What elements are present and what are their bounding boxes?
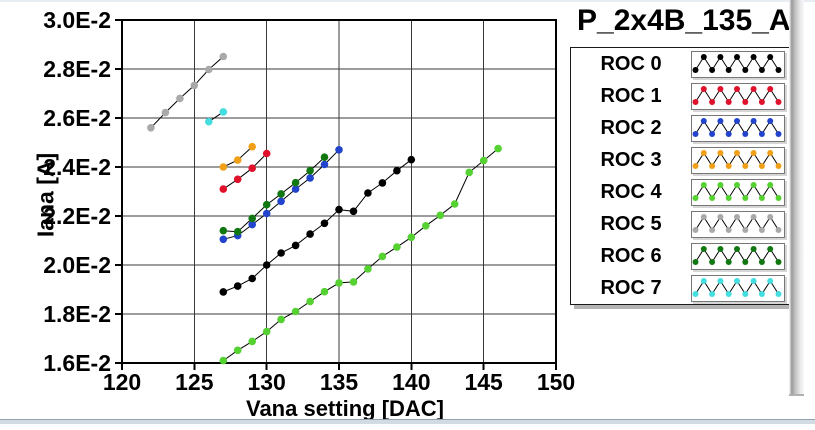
svg-text:135: 135 — [320, 369, 359, 395]
svg-text:2.2E-2: 2.2E-2 — [43, 203, 111, 229]
legend-swatch-icon — [691, 274, 785, 302]
bottom-bevel-strip — [0, 419, 815, 424]
legend-label: ROC 6 — [600, 244, 662, 267]
legend: ROC 0 ROC 1 ROC 2 ROC 3 ROC 4 ROC 5 ROC … — [570, 47, 799, 305]
legend-label: ROC 4 — [600, 180, 662, 203]
legend-entry: ROC 6 — [571, 240, 798, 272]
svg-text:140: 140 — [392, 369, 430, 395]
top-bevel-edge — [0, 0, 815, 2]
svg-text:1.8E-2: 1.8E-2 — [43, 301, 111, 327]
x-axis-title: Vana setting [DAC] — [245, 396, 445, 421]
svg-text:145: 145 — [464, 369, 503, 395]
legend-swatch-icon — [691, 210, 785, 238]
legend-swatch-icon — [691, 178, 785, 206]
svg-text:2.4E-2: 2.4E-2 — [43, 154, 111, 180]
legend-label: ROC 3 — [600, 148, 662, 171]
legend-swatch-icon — [691, 82, 785, 110]
legend-label: ROC 2 — [600, 116, 662, 139]
legend-swatch-icon — [691, 50, 785, 78]
legend-label: ROC 0 — [600, 52, 662, 75]
legend-swatch-icon — [691, 114, 785, 142]
legend-entry: ROC 1 — [571, 80, 798, 112]
legend-entry: ROC 7 — [571, 272, 798, 304]
legend-entry: ROC 2 — [571, 112, 798, 144]
legend-entry: ROC 3 — [571, 144, 798, 176]
svg-text:2.6E-2: 2.6E-2 — [43, 105, 111, 131]
legend-label: ROC 7 — [600, 276, 662, 299]
legend-entry: ROC 4 — [571, 176, 798, 208]
svg-text:1.6E-2: 1.6E-2 — [43, 350, 111, 376]
svg-text:150: 150 — [537, 369, 575, 395]
y-axis-title: Iana [A] — [32, 152, 59, 238]
legend-entry: ROC 0 — [571, 48, 798, 80]
svg-text:120: 120 — [103, 369, 141, 395]
legend-swatch-icon — [691, 242, 785, 270]
legend-entry: ROC 5 — [571, 208, 798, 240]
legend-swatch-icon — [691, 146, 785, 174]
svg-text:130: 130 — [247, 369, 285, 395]
svg-text:2.8E-2: 2.8E-2 — [43, 56, 111, 82]
svg-text:2.0E-2: 2.0E-2 — [43, 252, 111, 278]
chart-title: P_2x4B_135_A — [577, 4, 791, 37]
legend-label: ROC 1 — [600, 84, 662, 107]
svg-text:3.0E-2: 3.0E-2 — [43, 7, 111, 33]
right-panel-edge — [789, 0, 804, 396]
legend-label: ROC 5 — [600, 212, 662, 235]
svg-text:125: 125 — [175, 369, 214, 395]
